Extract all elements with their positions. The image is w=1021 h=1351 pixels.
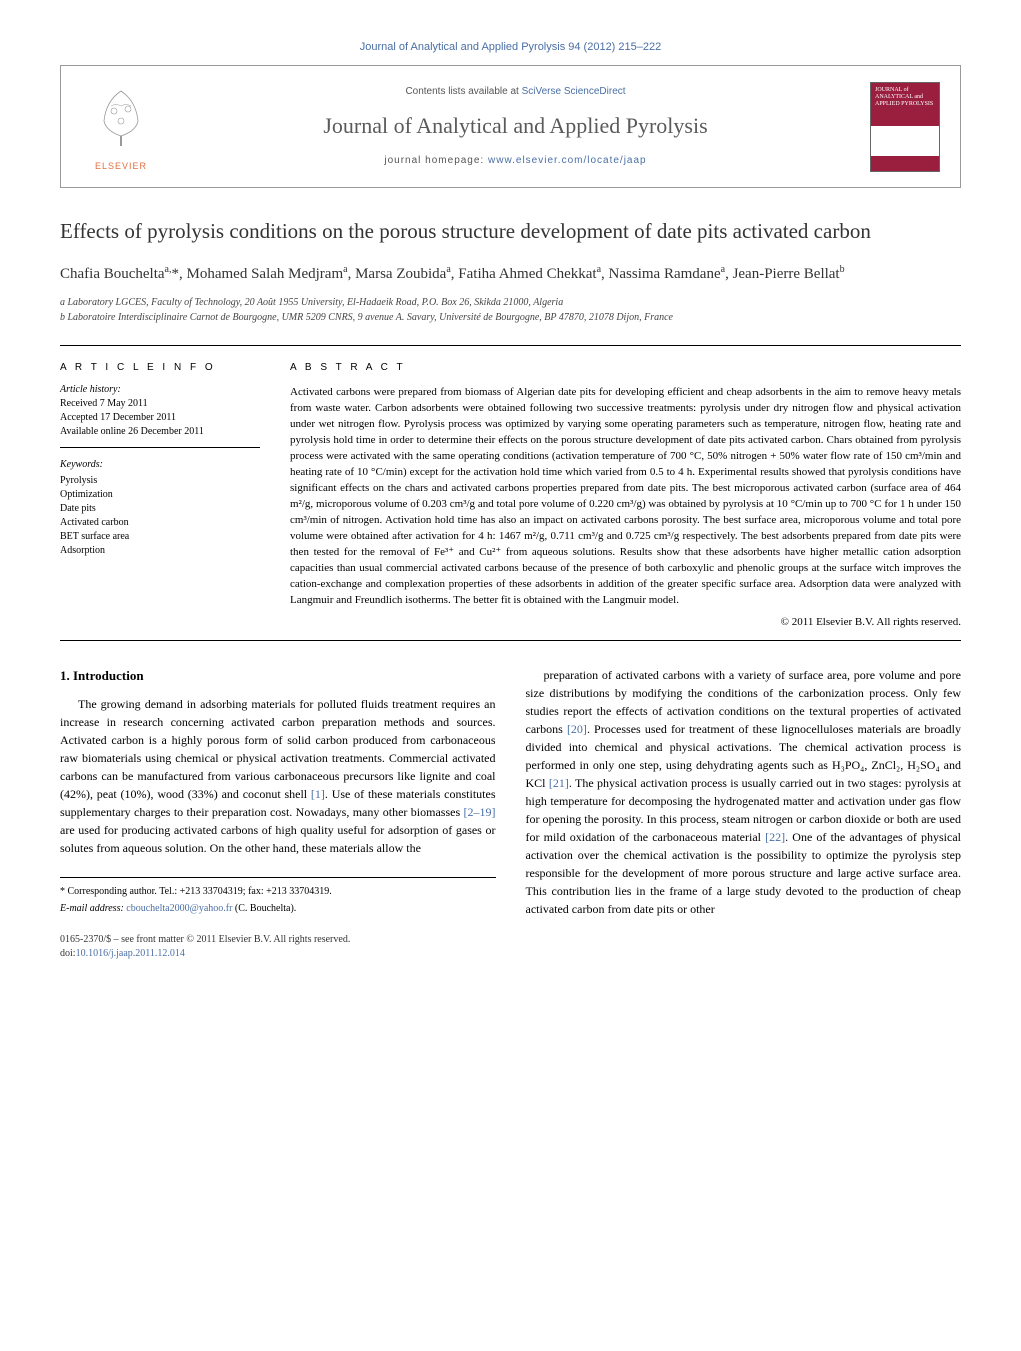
header-center: Contents lists available at SciVerse Sci… — [161, 85, 870, 168]
history-label: Article history: — [60, 383, 260, 397]
history-online: Available online 26 December 2011 — [60, 425, 260, 439]
body-column-left: 1. Introduction The growing demand in ad… — [60, 666, 496, 918]
journal-homepage-line: journal homepage: www.elsevier.com/locat… — [181, 154, 850, 168]
publisher-brand-text: ELSEVIER — [81, 160, 161, 173]
footer-meta: 0165-2370/$ – see front matter © 2011 El… — [60, 933, 961, 961]
contents-available-line: Contents lists available at SciVerse Sci… — [181, 85, 850, 99]
affiliations: a Laboratory LGCES, Faculty of Technolog… — [60, 295, 961, 325]
keyword: Adsorption — [60, 544, 260, 558]
ref-link[interactable]: [21] — [549, 776, 569, 790]
body-two-columns: 1. Introduction The growing demand in ad… — [60, 666, 961, 918]
ref-link[interactable]: [20] — [567, 722, 587, 736]
intro-paragraph-2: preparation of activated carbons with a … — [526, 666, 962, 918]
ref-link[interactable]: [2–19] — [464, 805, 496, 819]
keyword: BET surface area — [60, 530, 260, 544]
author-list: Chafia Boucheltaa,*, Mohamed Salah Medjr… — [60, 263, 961, 285]
doi-prefix: doi: — [60, 948, 76, 959]
abstract-copyright: © 2011 Elsevier B.V. All rights reserved… — [290, 615, 961, 630]
divider-bottom — [60, 640, 961, 641]
keyword: Pyrolysis — [60, 474, 260, 488]
info-abstract-row: A R T I C L E I N F O Article history: R… — [60, 361, 961, 630]
cover-white-band — [871, 126, 939, 156]
abstract-column: A B S T R A C T Activated carbons were p… — [290, 361, 961, 630]
journal-homepage-link[interactable]: www.elsevier.com/locate/jaap — [488, 155, 647, 166]
issn-copyright-line: 0165-2370/$ – see front matter © 2011 El… — [60, 933, 961, 947]
abstract-text: Activated carbons were prepared from bio… — [290, 385, 961, 608]
section-heading-introduction: 1. Introduction — [60, 666, 496, 686]
abstract-heading: A B S T R A C T — [290, 361, 961, 375]
keyword: Date pits — [60, 502, 260, 516]
journal-header-box: ELSEVIER Contents lists available at Sci… — [60, 65, 961, 188]
corresponding-email-link[interactable]: cbouchelta2000@yahoo.fr — [126, 903, 232, 914]
email-line: E-mail address: cbouchelta2000@yahoo.fr … — [60, 901, 496, 916]
email-label: E-mail address: — [60, 903, 126, 914]
history-accepted: Accepted 17 December 2011 — [60, 411, 260, 425]
email-suffix: (C. Bouchelta). — [232, 903, 296, 914]
journal-cover-thumbnail: JOURNAL of ANALYTICAL and APPLIED PYROLY… — [870, 82, 940, 172]
journal-title: Journal of Analytical and Applied Pyroly… — [181, 111, 850, 142]
article-info-column: A R T I C L E I N F O Article history: R… — [60, 361, 260, 630]
affiliation-b: b Laboratoire Interdisciplinaire Carnot … — [60, 310, 961, 325]
article-history-block: Article history: Received 7 May 2011 Acc… — [60, 383, 260, 448]
cover-title-text: JOURNAL of ANALYTICAL and APPLIED PYROLY… — [871, 83, 939, 113]
doi-line: doi:10.1016/j.jaap.2011.12.014 — [60, 947, 961, 961]
keyword: Activated carbon — [60, 516, 260, 530]
affiliation-a: a Laboratory LGCES, Faculty of Technolog… — [60, 295, 961, 310]
contents-prefix: Contents lists available at — [405, 86, 521, 97]
keywords-label: Keywords: — [60, 458, 260, 472]
sciencedirect-link[interactable]: SciVerse ScienceDirect — [522, 86, 626, 97]
article-title: Effects of pyrolysis conditions on the p… — [60, 218, 961, 245]
journal-citation: Journal of Analytical and Applied Pyroly… — [60, 40, 961, 55]
corresponding-author-block: * Corresponding author. Tel.: +213 33704… — [60, 877, 496, 916]
homepage-prefix: journal homepage: — [384, 155, 488, 166]
article-info-heading: A R T I C L E I N F O — [60, 361, 260, 375]
elsevier-tree-icon — [86, 81, 156, 151]
ref-link[interactable]: [1] — [311, 787, 325, 801]
publisher-logo: ELSEVIER — [81, 81, 161, 172]
corresponding-author: * Corresponding author. Tel.: +213 33704… — [60, 884, 496, 899]
doi-link[interactable]: 10.1016/j.jaap.2011.12.014 — [76, 948, 185, 959]
intro-paragraph-1: The growing demand in adsorbing material… — [60, 695, 496, 857]
history-received: Received 7 May 2011 — [60, 397, 260, 411]
body-column-right: preparation of activated carbons with a … — [526, 666, 962, 918]
ref-link[interactable]: [22] — [765, 830, 785, 844]
divider-top — [60, 345, 961, 346]
keyword: Optimization — [60, 488, 260, 502]
